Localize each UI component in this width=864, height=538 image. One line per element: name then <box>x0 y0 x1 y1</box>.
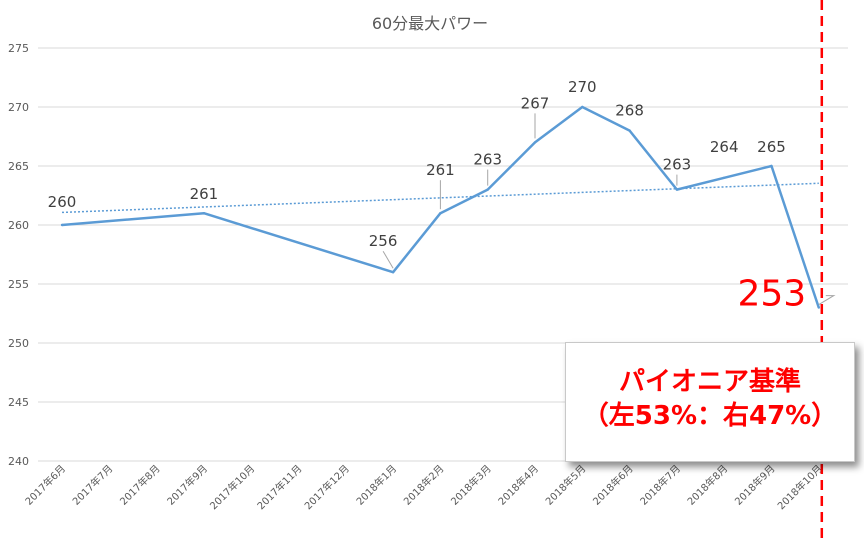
data-point <box>202 212 206 215</box>
x-tick-label: 2018年9月 <box>732 462 778 508</box>
x-tick-label: 2017年12月 <box>302 462 352 512</box>
data-point <box>60 223 64 227</box>
y-tick-label: 245 <box>8 396 29 409</box>
y-tick-label: 250 <box>8 337 29 350</box>
x-tick-label: 2017年11月 <box>254 462 304 512</box>
data-label: 267 <box>521 94 550 112</box>
y-tick-label: 275 <box>8 42 29 55</box>
callout-box: パイオニア基準 （左53%：右47%） <box>565 342 855 462</box>
data-labels: 260 261 256 261 263 267 270 268 263 264 265 253 <box>48 78 806 315</box>
data-label: 261 <box>190 185 219 203</box>
data-label: 270 <box>568 78 597 96</box>
data-label: 256 <box>369 232 398 250</box>
y-tick-label: 270 <box>8 101 29 114</box>
data-label: 264 <box>710 138 739 156</box>
data-point <box>486 188 489 191</box>
x-tick-label: 2017年6月 <box>22 462 68 508</box>
callout-line-1: パイオニア基準 <box>618 367 801 397</box>
data-label: 260 <box>48 193 77 211</box>
x-tick-label: 2018年7月 <box>637 462 683 508</box>
x-tick-label: 2018年5月 <box>543 462 589 508</box>
series-path <box>61 105 820 308</box>
x-tick-label: 2017年10月 <box>207 462 257 512</box>
callout-line-2: （左53%：右47%） <box>582 401 838 431</box>
data-label: 265 <box>757 138 786 156</box>
x-tick-label: 2018年6月 <box>590 462 636 508</box>
series-line <box>60 105 820 309</box>
gridlines <box>38 47 848 462</box>
x-tick-label: 2018年10月 <box>775 462 825 512</box>
y-tick-label: 255 <box>8 278 29 291</box>
x-axis-ticks: 2017年6月 2017年7月 2017年8月 2017年9月2017年10月2017… <box>22 462 825 512</box>
x-tick-label: 2017年7月 <box>70 462 116 508</box>
data-point <box>391 271 395 274</box>
data-label: 263 <box>663 156 692 174</box>
leader-line <box>818 295 836 306</box>
data-label: 268 <box>615 102 644 120</box>
data-point <box>439 212 442 215</box>
data-point <box>628 129 631 132</box>
y-tick-label: 260 <box>8 219 29 232</box>
x-tick-label: 2018年3月 <box>448 462 494 508</box>
data-label: 263 <box>473 151 502 169</box>
data-point <box>817 306 820 309</box>
x-tick-label: 2018年4月 <box>495 462 541 508</box>
data-point <box>675 188 679 191</box>
x-tick-label: 2017年9月 <box>164 462 210 508</box>
label-leader-lines <box>382 113 836 306</box>
data-point <box>723 176 726 179</box>
x-tick-label: 2018年8月 <box>684 462 730 508</box>
y-axis-ticks: 240 245 250 255 260 265 270 275 <box>8 42 29 468</box>
data-point <box>581 105 584 109</box>
leader-line <box>382 250 394 269</box>
x-tick-label: 2017年8月 <box>117 462 163 508</box>
x-tick-label: 2018年1月 <box>353 462 399 508</box>
data-point <box>533 141 537 144</box>
x-tick-label: 2018年2月 <box>401 462 447 508</box>
data-label: 261 <box>426 161 455 179</box>
data-label: 253 <box>737 274 806 315</box>
data-point <box>770 164 773 168</box>
chart-title: 60分最大パワー <box>372 14 488 33</box>
y-tick-label: 265 <box>8 160 29 173</box>
y-tick-label: 240 <box>8 455 29 468</box>
